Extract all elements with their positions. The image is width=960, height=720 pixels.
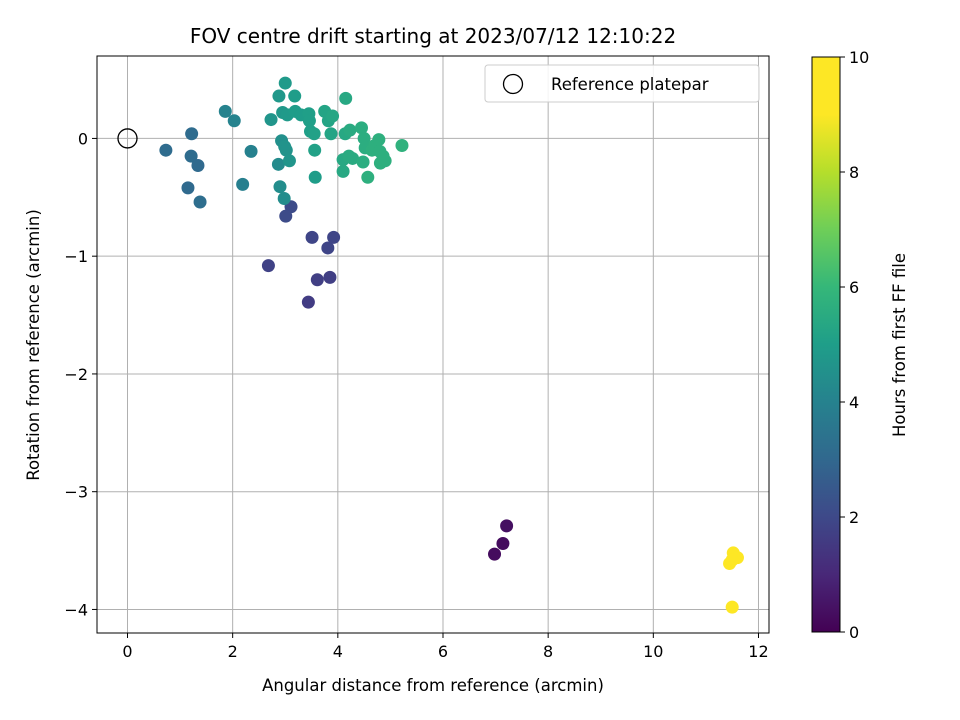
scatter-point bbox=[395, 138, 409, 152]
scatter-point bbox=[357, 131, 371, 145]
x-tick-label: 12 bbox=[748, 642, 768, 661]
y-tick-label: 0 bbox=[78, 129, 88, 148]
scatter-point bbox=[264, 113, 278, 127]
scatter-point bbox=[356, 155, 370, 169]
colorbar-label: Hours from first FF file bbox=[890, 253, 909, 437]
scatter-point bbox=[326, 109, 340, 123]
colorbar-tick-label: 4 bbox=[849, 393, 859, 412]
scatter-point bbox=[184, 149, 198, 163]
scatter-point bbox=[305, 230, 319, 244]
colorbar-ticks: 0 2 4 6 8 10 bbox=[840, 48, 869, 642]
y-tick-label: −2 bbox=[64, 365, 88, 384]
scatter-point bbox=[308, 143, 322, 157]
x-axis-label: Angular distance from reference (arcmin) bbox=[262, 676, 604, 695]
scatter-point bbox=[185, 127, 199, 141]
scatter-point bbox=[301, 295, 315, 309]
legend-box bbox=[484, 64, 760, 103]
scatter-point bbox=[278, 76, 292, 90]
scatter-point bbox=[244, 144, 258, 158]
colorbar: 0 2 4 6 8 10 Hours from first FF file bbox=[811, 48, 909, 642]
scatter-point bbox=[218, 104, 232, 118]
scatter-point bbox=[725, 553, 739, 567]
grid-lines bbox=[97, 56, 769, 633]
y-tick-label: −1 bbox=[64, 247, 88, 266]
scatter-point bbox=[271, 157, 285, 171]
plot-frame bbox=[96, 55, 770, 634]
scatter-point bbox=[339, 91, 353, 105]
scatter-point bbox=[288, 89, 302, 103]
scatter-point bbox=[181, 181, 195, 195]
reference-platepar-marker bbox=[117, 128, 138, 149]
legend: Reference platepar bbox=[484, 64, 760, 103]
x-tick-label: 4 bbox=[333, 642, 343, 661]
x-tick-label: 0 bbox=[122, 642, 132, 661]
x-tick-label: 8 bbox=[543, 642, 553, 661]
scatter-point bbox=[273, 180, 287, 194]
scatter-point bbox=[191, 159, 205, 173]
scatter-point bbox=[725, 600, 739, 614]
colorbar-tick-label: 0 bbox=[849, 623, 859, 642]
scatter-point bbox=[277, 191, 291, 205]
scatter-point bbox=[310, 273, 324, 287]
scatter-point bbox=[227, 114, 241, 128]
scatter-point bbox=[272, 89, 286, 103]
colorbar-tick-label: 8 bbox=[849, 163, 859, 182]
scatter-point bbox=[321, 241, 335, 255]
scatter-point bbox=[488, 547, 502, 561]
scatter-point bbox=[308, 170, 322, 184]
colorbar-tick-label: 10 bbox=[849, 48, 869, 67]
y-tick-label: −4 bbox=[64, 600, 88, 619]
colorbar-gradient bbox=[811, 56, 841, 633]
scatter-point bbox=[302, 114, 316, 128]
scatter-point bbox=[159, 143, 173, 157]
y-tick-label: −3 bbox=[64, 483, 88, 502]
scatter-point bbox=[236, 177, 250, 191]
scatter-point bbox=[343, 123, 357, 137]
scatter-point bbox=[279, 209, 293, 223]
legend-marker-icon bbox=[502, 73, 524, 95]
scatter-point bbox=[496, 537, 510, 551]
y-axis-label: Rotation from reference (arcmin) bbox=[24, 209, 43, 481]
scatter-point bbox=[361, 170, 375, 184]
scatter-points bbox=[159, 76, 744, 614]
scatter-point bbox=[282, 154, 296, 168]
scatter-point bbox=[279, 143, 293, 157]
scatter-point bbox=[336, 164, 350, 178]
colorbar-tick-label: 6 bbox=[849, 278, 859, 297]
scatter-point bbox=[324, 127, 338, 141]
chart-title: FOV centre drift starting at 2023/07/12 … bbox=[190, 24, 676, 48]
x-axis-ticks: 0 2 4 6 8 10 12 bbox=[122, 633, 769, 661]
reference-marker-layer bbox=[117, 128, 138, 149]
scatter-point bbox=[327, 230, 341, 244]
scatter-point bbox=[193, 195, 207, 209]
y-axis-ticks: 0 −1 −2 −3 −4 bbox=[64, 129, 97, 619]
scatter-point bbox=[500, 519, 514, 533]
scatter-point bbox=[378, 154, 392, 168]
scatter-point bbox=[346, 151, 360, 165]
scatter-point bbox=[307, 127, 321, 141]
legend-label: Reference platepar bbox=[551, 75, 709, 94]
scatter-point bbox=[372, 133, 386, 147]
scatter-point bbox=[261, 259, 275, 273]
x-tick-label: 6 bbox=[438, 642, 448, 661]
scatter-point bbox=[323, 270, 337, 284]
x-tick-label: 2 bbox=[228, 642, 238, 661]
colorbar-tick-label: 2 bbox=[849, 508, 859, 527]
scatter-point bbox=[354, 121, 368, 135]
x-tick-label: 10 bbox=[643, 642, 663, 661]
